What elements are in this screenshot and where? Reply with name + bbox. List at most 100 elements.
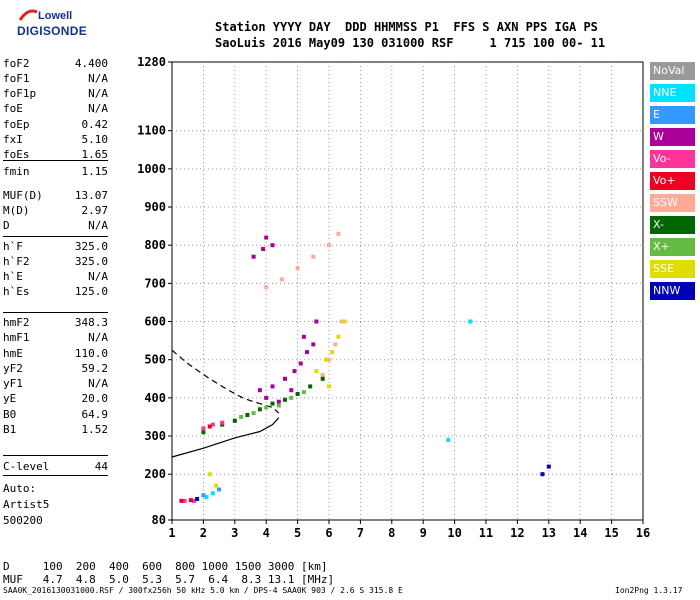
- param-row-h-f: h`F 325.0: [3, 240, 108, 255]
- echo-point-x: [239, 414, 244, 419]
- param-row-foe: foE N/A: [3, 102, 108, 117]
- param-name: yF2: [3, 362, 23, 375]
- param-row-fof2: foF2 4.400: [3, 57, 108, 72]
- echo-point-ssw: [311, 254, 316, 259]
- param-row-h-e: h`E N/A: [3, 270, 108, 285]
- param-name: foF1: [3, 72, 30, 85]
- footer-info: SAA0K_2016130031000.RSF / 300fx256h 50 k…: [3, 586, 403, 595]
- param-name: foF1p: [3, 87, 37, 100]
- y-tick-label: 500: [144, 353, 166, 367]
- param-name: hmE: [3, 347, 23, 360]
- param-name: h`F: [3, 240, 23, 253]
- echo-point-vo: [201, 426, 206, 431]
- footer-version: Ion2Png 1.3.17: [615, 586, 683, 595]
- d-distance-row: D 100 200 400 600 800 1000 1500 3000 [km…: [3, 560, 328, 573]
- auto-label: Auto:: [3, 482, 37, 495]
- x-tick-label: 12: [510, 526, 524, 540]
- echo-point-x: [257, 407, 262, 412]
- digisonde-logo: Lowell DIGISONDE: [2, 9, 107, 44]
- param-name: foEp: [3, 118, 30, 131]
- echo-point-w: [292, 369, 297, 374]
- x-tick-label: 3: [231, 526, 238, 540]
- echo-point-w: [276, 399, 281, 404]
- param-name: hmF2: [3, 316, 30, 329]
- echo-point-x: [245, 413, 250, 417]
- y-tick-label: 600: [144, 315, 166, 329]
- y-tick-label: 400: [144, 391, 166, 405]
- param-row-d: D N/A: [3, 219, 108, 234]
- param-row-hme: hmE 110.0: [3, 347, 108, 362]
- param-value: N/A: [88, 270, 108, 283]
- echo-point-nne: [468, 319, 473, 324]
- echo-point-ssw: [320, 373, 325, 377]
- param-row-b0: B0 64.9: [3, 408, 108, 423]
- param-value: 348.3: [74, 316, 108, 329]
- param-value: 110.0: [74, 347, 108, 360]
- param-value: N/A: [88, 377, 108, 390]
- echo-point-ssw: [264, 285, 269, 290]
- echo-point-sse: [342, 319, 347, 324]
- param-row-foes: foEs 1.65: [3, 148, 108, 163]
- y-tick-label: 1280: [137, 55, 166, 69]
- echo-point-e: [217, 487, 222, 492]
- param-name: yE: [3, 392, 17, 405]
- y-tick-label: 900: [144, 200, 166, 214]
- legend-item-x: X-: [650, 216, 695, 234]
- logo-line-1: Lowell: [38, 10, 73, 22]
- profile-solid-line: [171, 417, 280, 458]
- y-tick-label: 1100: [137, 124, 166, 138]
- param-name: foEs: [3, 148, 30, 161]
- param-row-fof1: foF1 N/A: [3, 72, 108, 87]
- param-value: 44: [94, 460, 108, 473]
- x-tick-label: 11: [479, 526, 493, 540]
- param-name: foF2: [3, 57, 30, 70]
- echo-point-x: [301, 390, 306, 395]
- param-row-fxi: fxI 5.10: [3, 133, 108, 148]
- echo-point-ssw: [327, 357, 331, 362]
- echo-point-w: [305, 350, 309, 355]
- param-name: foE: [3, 102, 23, 115]
- echo-point-x: [232, 418, 237, 423]
- logo-line-2: DIGISONDE: [17, 24, 88, 38]
- echo-point-ssw: [333, 342, 338, 347]
- param-name: h`F2: [3, 255, 30, 268]
- param-name: B1: [3, 423, 17, 436]
- param-value: 1.65: [81, 148, 109, 161]
- param-name: MUF(D): [3, 189, 43, 202]
- echo-point-ssw: [327, 243, 331, 248]
- param-value: N/A: [88, 72, 108, 85]
- param-value: N/A: [88, 331, 108, 344]
- muf-row: MUF 4.7 4.8 5.0 5.3 5.7 6.4 8.3 13.1 [MH…: [3, 573, 335, 586]
- y-tick-label: 1000: [137, 162, 166, 176]
- param-name: M(D): [3, 204, 30, 217]
- legend-item-nnw: NNW: [650, 282, 695, 300]
- echo-point-w: [311, 342, 316, 347]
- param-value: 325.0: [74, 240, 108, 253]
- echo-point-w: [261, 247, 266, 251]
- echo-point-x: [308, 384, 313, 389]
- echo-point-nnw: [195, 497, 200, 501]
- x-tick-label: 2: [200, 526, 207, 540]
- divider: [3, 160, 108, 161]
- x-tick-label: 6: [325, 526, 332, 540]
- echo-point-nnw: [540, 472, 545, 477]
- echo-point-vo: [210, 422, 215, 427]
- echo-point-nne: [446, 437, 451, 442]
- echo-point-w: [251, 254, 256, 259]
- echo-point-sse: [323, 357, 328, 362]
- echo-point-ssw: [336, 231, 341, 236]
- divider: [3, 455, 108, 456]
- echo-point-vo: [182, 498, 187, 503]
- echo-point-w: [270, 384, 275, 389]
- param-value: 325.0: [74, 255, 108, 268]
- y-tick-label: 80: [152, 513, 166, 527]
- echo-point-vo: [188, 498, 193, 503]
- echo-point-x: [289, 395, 294, 400]
- param-value: 125.0: [74, 285, 108, 298]
- echo-point-w: [264, 235, 269, 240]
- param-name: fmin: [3, 165, 30, 178]
- echo-point-sse: [330, 350, 335, 355]
- param-value: 64.9: [81, 408, 109, 421]
- param-name: fxI: [3, 133, 23, 146]
- legend-item-nne: NNE: [650, 84, 695, 102]
